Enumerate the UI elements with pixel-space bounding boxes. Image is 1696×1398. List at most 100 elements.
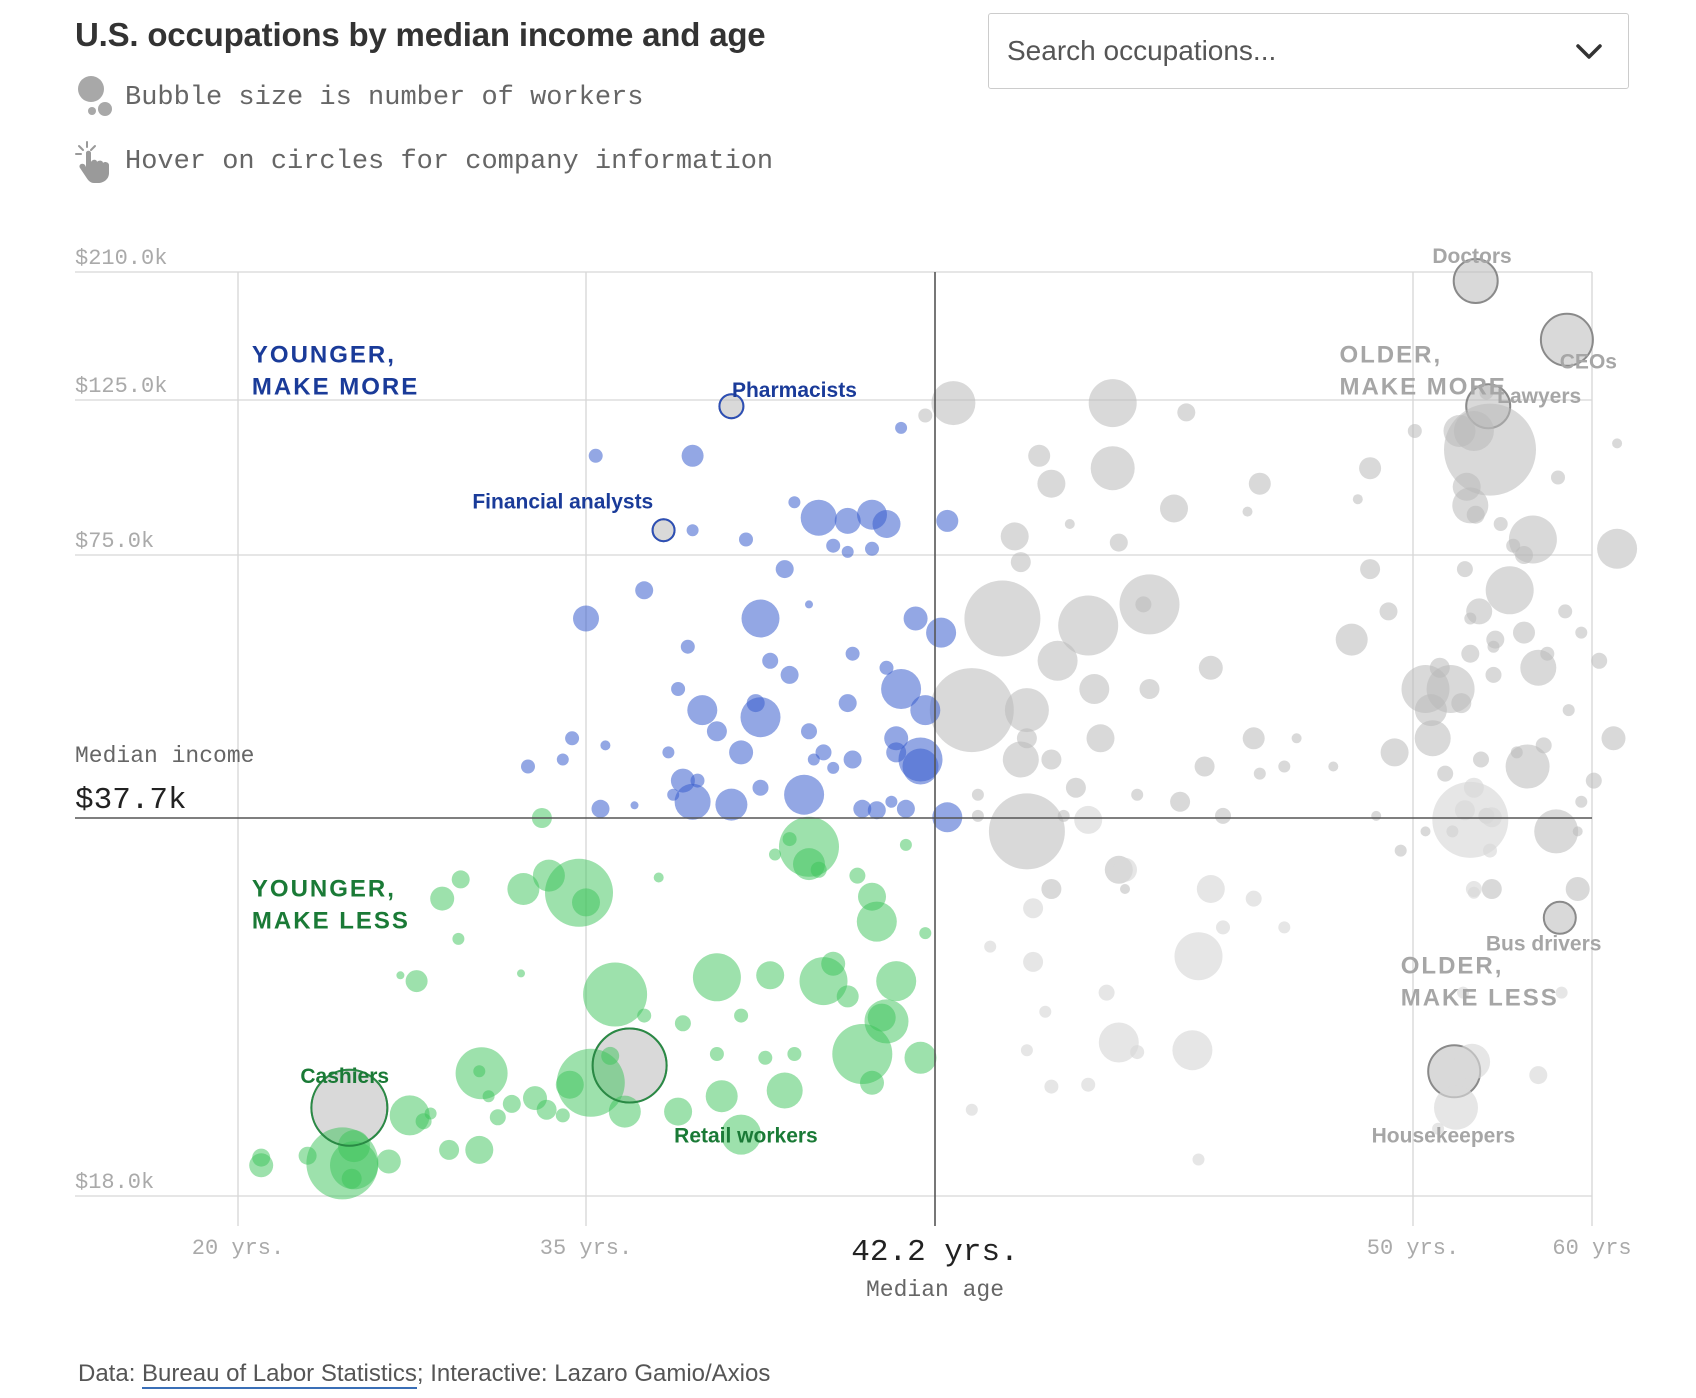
bubble xyxy=(843,750,862,769)
bubble xyxy=(1248,472,1271,495)
bubble xyxy=(686,524,699,537)
bubble xyxy=(1037,469,1066,498)
bubble xyxy=(849,867,866,884)
occupation-label: Cashiers xyxy=(300,1065,389,1088)
bls-source-link[interactable]: Bureau of Labor Statistics xyxy=(142,1360,417,1389)
bubble xyxy=(1328,761,1339,772)
y-tick-label: $75.0k xyxy=(75,529,154,554)
pointer-hand-icon xyxy=(75,141,109,183)
bubble xyxy=(752,779,769,796)
bubble xyxy=(376,1149,401,1174)
bubble xyxy=(680,639,695,654)
bubble xyxy=(1452,472,1481,501)
occupation-label: Retail workers xyxy=(674,1124,818,1147)
bubble xyxy=(1601,726,1626,751)
bubble xyxy=(964,580,1041,657)
bubble xyxy=(452,932,465,945)
highlight-bubble xyxy=(718,393,745,420)
bubble xyxy=(1612,438,1623,449)
bubble xyxy=(1380,738,1409,767)
bubble xyxy=(780,665,799,684)
bubble xyxy=(1291,733,1302,744)
bubble xyxy=(1192,1153,1205,1166)
bubble xyxy=(1454,1043,1491,1080)
bubble xyxy=(341,1168,362,1189)
bubble xyxy=(896,799,915,818)
bubble xyxy=(971,788,984,801)
bubble xyxy=(517,969,525,978)
bubble xyxy=(1028,444,1051,467)
bubble xyxy=(810,861,827,878)
bubble xyxy=(681,444,704,467)
bubble xyxy=(1551,470,1565,485)
bubble xyxy=(734,1008,749,1023)
bubble xyxy=(1079,674,1110,704)
bubble xyxy=(705,1080,738,1113)
y-tick-label: $125.0k xyxy=(75,374,167,399)
occupation-search[interactable] xyxy=(988,13,1629,89)
bubble xyxy=(815,744,832,761)
page-title: U.S. occupations by median income and ag… xyxy=(75,16,766,53)
bubble xyxy=(1064,519,1075,529)
bubble xyxy=(1473,751,1489,768)
bubble xyxy=(1245,890,1262,907)
bubble xyxy=(424,1107,437,1120)
bubble xyxy=(1534,809,1579,854)
bubble xyxy=(565,731,580,746)
bubble xyxy=(1177,403,1196,422)
bubble xyxy=(1037,640,1078,681)
footer-suffix: ; Interactive: Lazaro Gamio/Axios xyxy=(416,1360,771,1387)
x-tick-label: 35 yrs. xyxy=(540,1236,632,1261)
bubble xyxy=(766,1072,803,1109)
bubble xyxy=(687,695,718,726)
bubble xyxy=(729,740,754,765)
bubble xyxy=(298,1146,317,1165)
bubble xyxy=(801,723,817,740)
bubble xyxy=(853,799,872,818)
bubble xyxy=(836,985,859,1008)
quadrant-label: MAKE MORE xyxy=(1339,373,1506,400)
bubble xyxy=(845,646,860,661)
search-input[interactable] xyxy=(1007,28,1547,74)
bubble xyxy=(1481,879,1502,899)
bubble xyxy=(1194,756,1215,777)
highlight-bubble xyxy=(591,1027,668,1104)
bubble xyxy=(936,509,959,532)
bubble xyxy=(1216,920,1230,935)
bubble xyxy=(588,448,603,463)
bubble xyxy=(1074,805,1103,834)
bubble xyxy=(1487,640,1500,653)
bubble xyxy=(1371,810,1382,821)
bubble xyxy=(555,1108,570,1123)
bubble xyxy=(746,694,765,713)
bubble xyxy=(832,1024,893,1084)
bubble xyxy=(507,873,540,905)
bubble xyxy=(1360,559,1381,580)
bubble xyxy=(807,753,820,766)
median-income-value: $37.7k xyxy=(75,783,187,818)
bubble xyxy=(1335,623,1368,656)
hover-note: Hover on circles for company information xyxy=(75,140,773,184)
bubble xyxy=(653,872,664,883)
bubble xyxy=(1044,1079,1059,1094)
bubble xyxy=(910,695,941,726)
bubble xyxy=(826,538,841,553)
occupation-label: Financial analysts xyxy=(472,491,653,514)
bubble xyxy=(741,599,780,638)
chevron-down-icon[interactable] xyxy=(1574,40,1604,64)
bubble xyxy=(532,859,565,892)
bubble xyxy=(600,740,611,751)
occupation-label: Housekeepers xyxy=(1372,1124,1516,1147)
bubble xyxy=(1414,720,1451,757)
bubble xyxy=(1555,986,1568,999)
quadrant-label: OLDER, xyxy=(1339,341,1442,368)
bubble xyxy=(1065,777,1086,798)
bubble xyxy=(1057,809,1070,822)
bubble xyxy=(1016,728,1037,749)
x-tick-label: 60 yrs xyxy=(1552,1236,1631,1261)
bubble xyxy=(1493,517,1508,531)
bubble xyxy=(876,961,917,1002)
bubble xyxy=(1090,446,1135,491)
bubble xyxy=(860,1070,884,1095)
bubble xyxy=(1529,1066,1548,1085)
